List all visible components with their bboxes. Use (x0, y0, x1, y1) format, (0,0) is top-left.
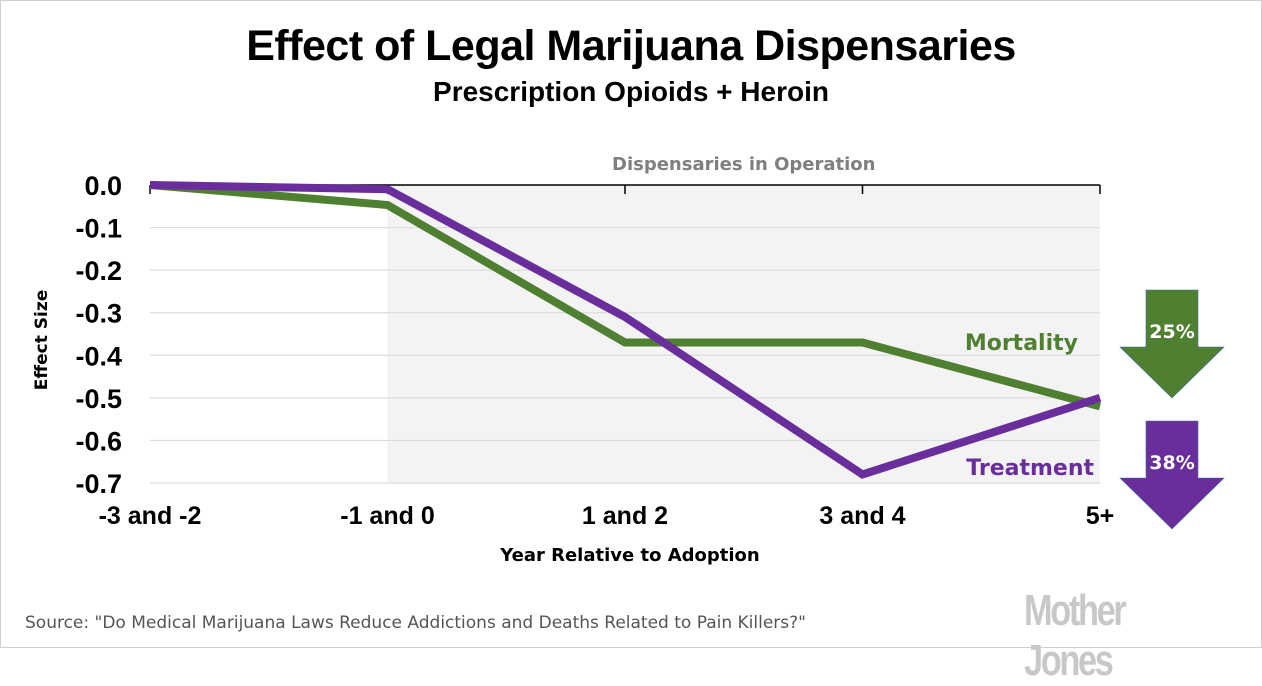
y-tick-label: -0.1 (75, 214, 122, 244)
x-tick-label: 3 and 4 (819, 502, 905, 530)
chart-subtitle: Prescription Opioids + Heroin (433, 76, 829, 107)
x-tick-label: 1 and 2 (582, 502, 668, 530)
series-line-treatment (149, 181, 1102, 479)
x-tick-label: -1 and 0 (340, 502, 434, 530)
series-line-mortality (149, 181, 1102, 411)
y-tick-label: -0.3 (75, 299, 122, 329)
y-tick-label: -0.5 (75, 384, 122, 414)
y-tick-label: -0.2 (75, 256, 122, 286)
arrow-percent-label: 25% (1149, 321, 1194, 343)
publisher-logo: Mother Jones (1024, 586, 1127, 685)
x-tick-label: 5+ (1086, 502, 1115, 530)
down-arrow-icon (1119, 420, 1225, 530)
y-tick-label: -0.4 (75, 341, 122, 371)
y-tick-label: -0.7 (75, 469, 122, 499)
series-label-mortality: Mortality (965, 331, 1078, 356)
chart-svg: Dispensaries in Operation 0.0 -0.1 -0.2 -0.3… (32, 154, 1225, 566)
arrow-percent-label: 38% (1149, 452, 1194, 474)
down-arrow-icon (1119, 289, 1225, 399)
series-label-treatment: Treatment (966, 456, 1094, 481)
source-note: Source: "Do Medical Marijuana Laws Reduc… (25, 613, 806, 633)
y-tick-label: -0.6 (75, 426, 122, 456)
chart-title: Effect of Legal Marijuana Dispensaries (246, 22, 1016, 70)
x-axis-label: Year Relative to Adoption (499, 545, 760, 566)
shaded-region-label: Dispensaries in Operation (612, 154, 875, 175)
x-tick-label: -3 and -2 (99, 502, 202, 530)
y-axis-label: Effect Size (32, 290, 52, 391)
y-tick-label: 0.0 (84, 171, 122, 201)
